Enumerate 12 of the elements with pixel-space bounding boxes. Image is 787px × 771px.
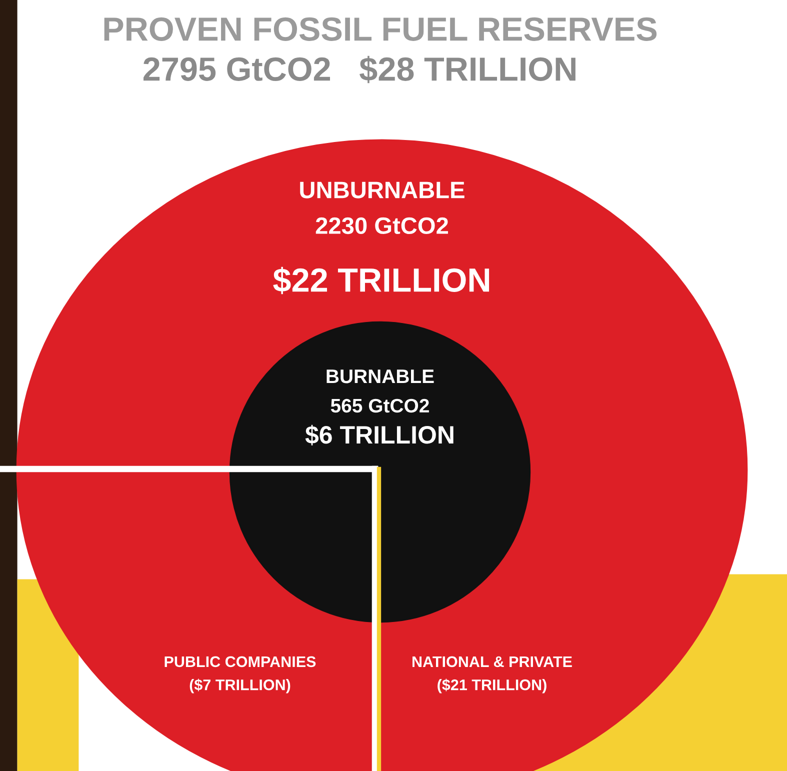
data-label: ($21 TRILLION) [438,678,546,694]
data-label: 565 GtCO2 [330,398,429,413]
data-label: $22 TRILLION [273,266,490,294]
data-label: $6 TRILLION [305,424,454,446]
text: PROVEN FOSSIL FUEL RESERVES [104,17,657,41]
category-label: NATIONAL & PRIVATE [412,656,572,668]
category-label: UNBURNABLE [300,182,464,198]
category-label: BURNABLE [326,370,434,384]
data-label: 2230 GtCO2 [316,217,448,234]
data-label: ($7 TRILLION) [190,678,290,694]
category-label: PUBLIC COMPANIES [164,656,316,668]
text: 2795 GtCO2 $28 TRILLION [144,56,576,84]
